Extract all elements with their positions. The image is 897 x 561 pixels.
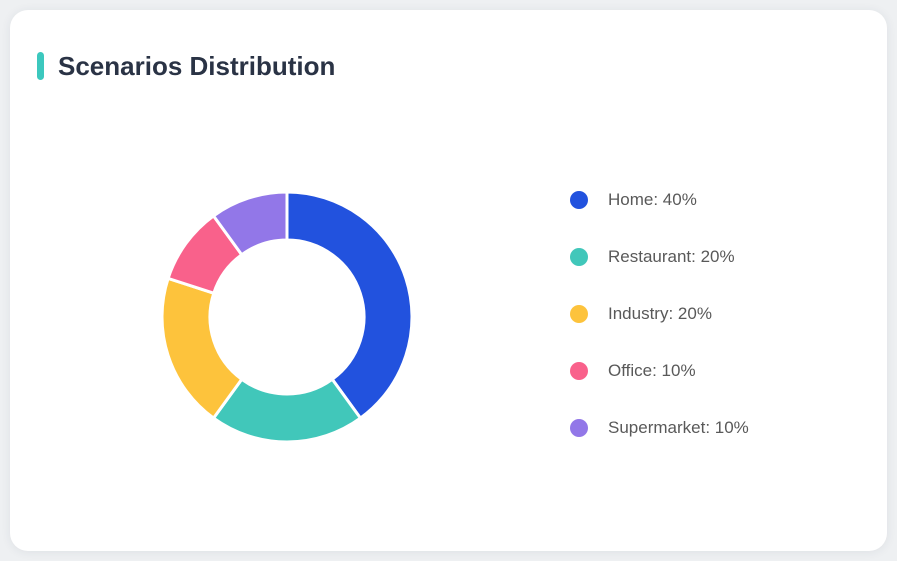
legend-item-office[interactable]: Office: 10% (570, 359, 749, 383)
legend-label-industry: Industry: 20% (608, 304, 712, 323)
legend-dot-home (570, 191, 588, 209)
legend-dot-office (570, 362, 588, 380)
legend-label-home: Home: 40% (608, 190, 697, 209)
chart-legend: Home: 40% Restaurant: 20% Industry: 20% Off… (570, 188, 749, 440)
legend-label-office: Office: 10% (608, 361, 696, 380)
donut-slice-home[interactable] (285, 190, 414, 421)
legend-label-supermarket: Supermarket: 10% (608, 418, 749, 437)
legend-label-restaurant: Restaurant: 20% (608, 247, 735, 266)
legend-item-industry[interactable]: Industry: 20% (570, 302, 749, 326)
legend-item-home[interactable]: Home: 40% (570, 188, 749, 212)
card-header: Scenarios Distribution (37, 49, 335, 83)
card-title: Scenarios Distribution (58, 50, 336, 81)
legend-dot-industry (570, 305, 588, 323)
legend-item-restaurant[interactable]: Restaurant: 20% (570, 245, 749, 269)
title-accent-bar (37, 52, 44, 80)
donut-chart (160, 190, 414, 444)
donut-slice-supermarket[interactable] (211, 190, 289, 257)
legend-dot-supermarket (570, 419, 588, 437)
legend-item-supermarket[interactable]: Supermarket: 10% (570, 416, 749, 440)
scenarios-distribution-card: Scenarios Distribution Home: 40% Restaura… (10, 10, 887, 551)
donut-slice-industry[interactable] (160, 276, 244, 421)
legend-dot-restaurant (570, 248, 588, 266)
